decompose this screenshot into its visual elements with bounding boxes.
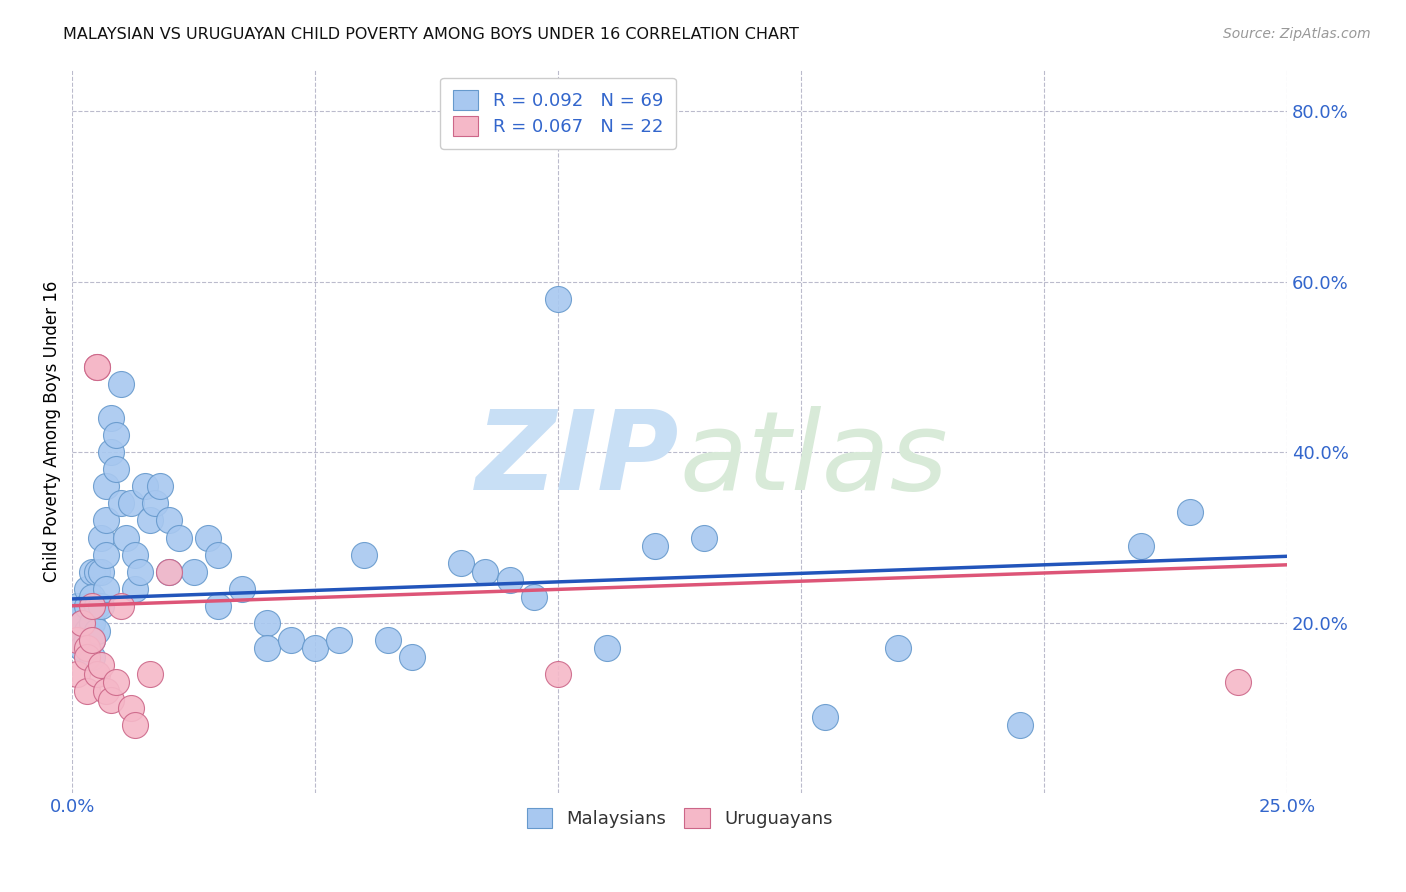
Point [183,565,205,579]
Point [76,632,98,647]
Point [693,531,716,545]
Point [143,496,166,510]
Point [96,513,118,527]
Point [110,496,132,510]
Point [96,548,118,562]
Point [328,632,350,647]
Point [104,462,127,476]
Point [450,556,472,570]
Point [66,667,89,681]
Point [70,615,93,630]
Point [96,684,118,698]
Point [124,582,146,596]
Point [110,377,132,392]
Point [70,615,93,630]
Point [80,615,103,630]
Point [76,649,98,664]
Point [139,667,162,681]
Point [120,701,142,715]
Point [124,718,146,732]
Point [157,513,180,527]
Point [547,292,569,306]
Point [1178,505,1201,519]
Point [90,599,112,613]
Point [80,632,103,647]
Point [110,599,132,613]
Point [1130,539,1153,553]
Point [70,632,93,647]
Point [596,641,619,656]
Point [887,641,910,656]
Point [80,649,103,664]
Point [474,565,496,579]
Point [86,565,108,579]
Point [66,599,89,613]
Point [86,624,108,639]
Point [76,684,98,698]
Point [256,641,278,656]
Point [90,565,112,579]
Point [134,479,156,493]
Point [96,479,118,493]
Point [86,599,108,613]
Point [304,641,326,656]
Point [197,531,219,545]
Point [100,692,122,706]
Point [100,411,122,425]
Point [76,624,98,639]
Point [80,632,103,647]
Point [644,539,666,553]
Point [70,607,93,622]
Point [80,599,103,613]
Point [66,624,89,639]
Point [377,632,399,647]
Point [66,632,89,647]
Point [256,615,278,630]
Point [157,565,180,579]
Point [104,428,127,442]
Point [86,667,108,681]
Point [86,359,108,374]
Point [231,582,253,596]
Point [523,591,546,605]
Point [353,548,375,562]
Point [280,632,302,647]
Point [96,582,118,596]
Point [498,573,520,587]
Point [1227,675,1250,690]
Point [114,531,136,545]
Point [120,496,142,510]
Point [70,641,93,656]
Point [814,709,837,723]
Text: atlas: atlas [679,407,948,514]
Point [157,565,180,579]
Point [139,513,162,527]
Point [86,359,108,374]
Point [207,548,229,562]
Point [76,641,98,656]
Point [401,649,423,664]
Point [1008,718,1031,732]
Point [80,591,103,605]
Point [80,565,103,579]
Point [167,531,190,545]
Point [129,565,152,579]
Point [149,479,172,493]
Text: Source: ZipAtlas.com: Source: ZipAtlas.com [1223,27,1371,41]
Point [100,445,122,459]
Point [76,599,98,613]
Point [207,599,229,613]
Point [547,667,569,681]
Text: ZIP: ZIP [477,407,679,514]
Point [90,658,112,673]
Y-axis label: Child Poverty Among Boys Under 16: Child Poverty Among Boys Under 16 [44,280,60,582]
Point [124,548,146,562]
Point [76,582,98,596]
Text: MALAYSIAN VS URUGUAYAN CHILD POVERTY AMONG BOYS UNDER 16 CORRELATION CHART: MALAYSIAN VS URUGUAYAN CHILD POVERTY AMO… [63,27,799,42]
Point [104,675,127,690]
Legend: Malaysians, Uruguayans: Malaysians, Uruguayans [519,801,839,835]
Point [90,531,112,545]
